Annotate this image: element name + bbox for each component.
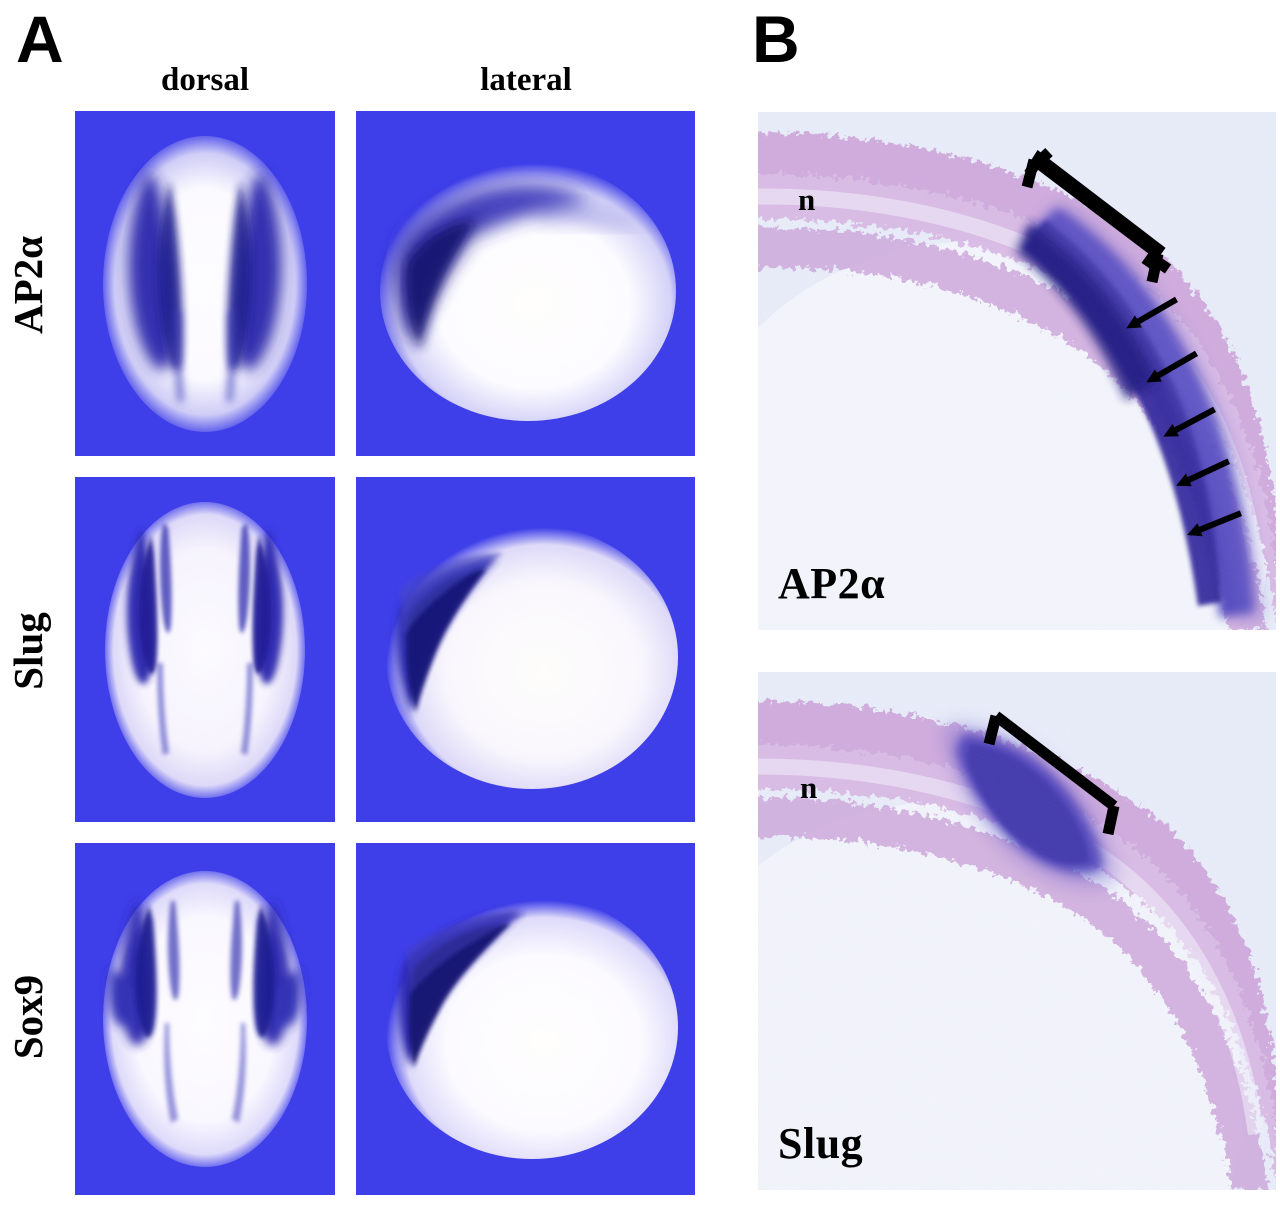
embryo-image-ap2alpha-lateral	[356, 111, 695, 456]
row-label-ap2alpha: AP2α	[5, 235, 51, 335]
panel-letter-a: A	[16, 2, 64, 76]
embryo-image-ap2alpha-dorsal	[75, 111, 335, 456]
bracket-annotation-ap2alpha-arms	[1021, 155, 1164, 284]
tissue-annotation-n-ap2alpha: n	[798, 182, 816, 217]
tissue-annotation-n-slug: n	[800, 770, 818, 805]
histology-caption-slug: Slug	[778, 1119, 864, 1168]
bracket-annotation-slug	[983, 711, 1120, 836]
row-label-slug: Slug	[5, 612, 51, 690]
panel-letter-b: B	[752, 2, 800, 76]
column-header-dorsal: dorsal	[160, 62, 249, 98]
row-label-sox9: Sox9	[5, 974, 51, 1060]
embryo-image-slug-lateral	[356, 477, 695, 822]
embryo-image-sox9-lateral	[356, 843, 695, 1195]
column-header-lateral: lateral	[480, 62, 572, 98]
arrow-annotations-ap2alpha	[1126, 296, 1242, 537]
embryo-image-slug-dorsal	[75, 477, 335, 822]
histology-caption-ap2alpha: AP2α	[778, 559, 886, 608]
histology-image-ap2alpha	[758, 112, 1276, 630]
histology-image-slug	[758, 672, 1276, 1190]
embryo-image-sox9-dorsal	[75, 843, 335, 1195]
